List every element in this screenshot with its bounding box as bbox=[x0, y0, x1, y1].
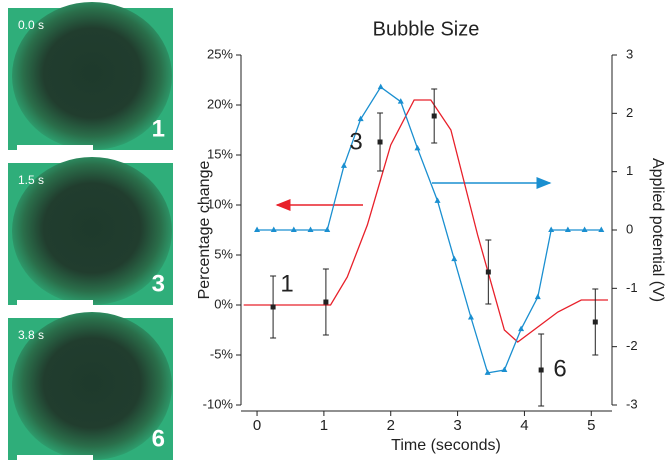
y2-tick-label: -3 bbox=[626, 396, 638, 411]
y2-tick-label: 2 bbox=[626, 105, 633, 120]
y-tick-label: 5% bbox=[214, 246, 233, 261]
point bbox=[485, 269, 491, 275]
marker bbox=[414, 144, 421, 151]
marker bbox=[254, 226, 261, 232]
y2-tick-label: 3 bbox=[626, 46, 633, 61]
marker bbox=[434, 197, 441, 203]
marker bbox=[451, 255, 458, 262]
marker bbox=[270, 226, 277, 232]
y2-tick-label: 1 bbox=[626, 163, 633, 178]
x-tick-label: 5 bbox=[587, 417, 595, 434]
scale-bar bbox=[17, 455, 93, 460]
y-tick-label: 20% bbox=[207, 96, 233, 111]
panel-time: 0.0 s bbox=[18, 18, 44, 32]
marker bbox=[377, 83, 384, 90]
bubble bbox=[12, 2, 172, 150]
marker bbox=[357, 115, 364, 122]
marker bbox=[290, 226, 297, 232]
point bbox=[431, 113, 437, 119]
marker bbox=[324, 226, 331, 232]
x-tick-label: 2 bbox=[387, 417, 395, 434]
marker bbox=[307, 226, 314, 232]
image-panels: 0.0 s 1 1.5 s 3 3.8 s 6 bbox=[8, 2, 173, 460]
marker bbox=[467, 314, 474, 320]
y2-tick-label: -2 bbox=[626, 338, 638, 353]
marker bbox=[518, 325, 525, 332]
y2-tick-label: -1 bbox=[626, 280, 638, 295]
x-tick-label: 1 bbox=[320, 417, 328, 434]
annotation: 1 bbox=[280, 270, 293, 297]
bubble bbox=[12, 157, 172, 305]
point bbox=[377, 139, 383, 145]
marker bbox=[340, 162, 347, 168]
panel-time: 1.5 s bbox=[18, 173, 44, 187]
bubble bbox=[12, 312, 172, 460]
marker bbox=[501, 366, 508, 372]
x-axis-label: Time (seconds) bbox=[391, 437, 501, 454]
annotation: 6 bbox=[553, 355, 566, 382]
scale-bar bbox=[17, 300, 93, 305]
y2-axis-label: Applied potential (V) bbox=[649, 158, 666, 302]
marker bbox=[581, 226, 588, 232]
marker bbox=[548, 226, 555, 232]
marker bbox=[397, 98, 404, 104]
y-tick-label: 25% bbox=[207, 46, 233, 61]
marker bbox=[484, 369, 491, 375]
scale-bar bbox=[17, 145, 93, 150]
panel-label: 6 bbox=[152, 425, 165, 452]
chart-title: Bubble Size bbox=[373, 18, 480, 40]
y-tick-label: 15% bbox=[207, 146, 233, 161]
panel-label: 1 bbox=[152, 115, 165, 142]
y-tick-label: 0% bbox=[214, 296, 233, 311]
point bbox=[592, 319, 598, 325]
marker bbox=[534, 293, 541, 300]
panel-time: 3.8 s bbox=[18, 328, 44, 342]
point bbox=[538, 367, 544, 373]
x-tick-label: 0 bbox=[253, 417, 261, 434]
y-tick-label: -5% bbox=[210, 346, 234, 361]
annotation: 3 bbox=[349, 128, 362, 155]
y-axis-label: Percentage change bbox=[196, 161, 213, 300]
point bbox=[323, 299, 329, 305]
point bbox=[270, 304, 276, 310]
x-tick-label: 3 bbox=[453, 417, 461, 434]
x-tick-label: 4 bbox=[520, 417, 528, 434]
series-line bbox=[243, 99, 608, 343]
y-tick-label: -10% bbox=[203, 396, 234, 411]
y2-tick-label: 0 bbox=[626, 221, 633, 236]
y-tick-label: 10% bbox=[207, 196, 233, 211]
marker bbox=[598, 226, 605, 232]
marker bbox=[564, 226, 571, 232]
panel-label: 3 bbox=[152, 270, 165, 297]
